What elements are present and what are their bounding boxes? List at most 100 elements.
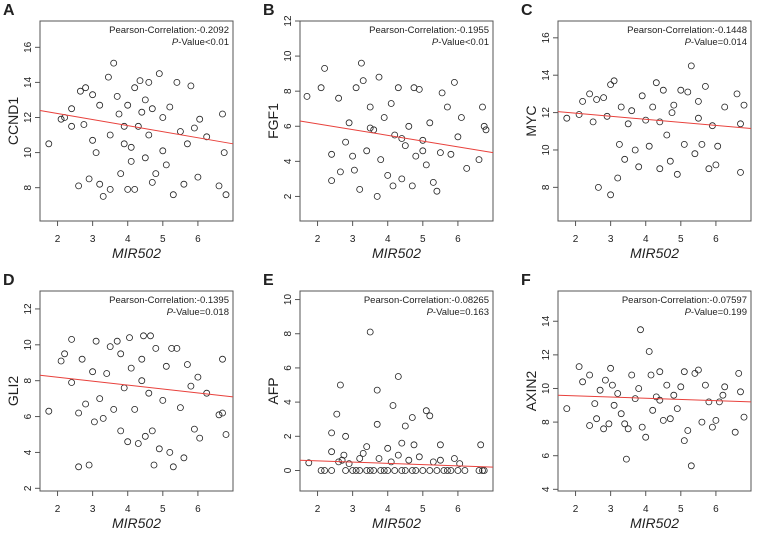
data-point (586, 422, 593, 429)
x-tick-label: 6 (195, 234, 201, 245)
x-tick-label: 5 (420, 234, 426, 245)
data-point (614, 174, 622, 182)
data-point (586, 90, 593, 98)
panel-b: B 2 3 4 5 6 2 4 6 8 10 12 FGF1 MIR502 Pearson-Correlat… (260, 0, 520, 265)
y-tick-label: 2 (283, 193, 294, 199)
x-tick-label: 3 (608, 504, 614, 515)
y-tick-label: 8 (23, 377, 34, 383)
data-point (75, 182, 82, 190)
data-point (635, 385, 643, 392)
p-value-label: P-Value=0.018 (167, 307, 229, 318)
x-axis-label: MIR502 (112, 515, 161, 531)
data-point (389, 402, 397, 409)
data-point (150, 461, 158, 469)
data-point (426, 119, 434, 127)
data-point (152, 345, 160, 352)
p-value-label: P-Value=0.163 (427, 307, 489, 318)
data-point (349, 152, 356, 160)
p-value-text: -Value<0.01 (178, 37, 229, 48)
data-point (616, 140, 623, 148)
data-point (370, 467, 378, 474)
x-tick-label: 6 (713, 504, 719, 515)
pearson-correlation-label: Pearson-Correlation:-0.08265 (364, 295, 489, 306)
data-point (737, 120, 744, 128)
data-point (624, 425, 632, 433)
data-point (670, 391, 678, 399)
y-axis-label: AFP (265, 377, 281, 404)
data-point (579, 98, 586, 105)
data-point (140, 332, 147, 340)
data-point (303, 93, 311, 100)
data-point (398, 467, 406, 474)
data-point (352, 467, 360, 474)
data-point (705, 398, 713, 406)
data-point (607, 364, 614, 372)
data-point (222, 431, 230, 438)
data-point (375, 73, 383, 81)
data-point (148, 427, 156, 435)
data-point (89, 136, 96, 144)
data-point (215, 182, 223, 190)
data-point (222, 191, 230, 199)
data-point (356, 455, 364, 462)
data-point (359, 449, 367, 457)
p-value-text: -Value=0.163 (433, 307, 489, 318)
data-point (115, 110, 123, 118)
y-tick-label: 10 (283, 294, 294, 306)
data-point (99, 192, 107, 200)
data-point (124, 185, 132, 193)
data-point (148, 105, 156, 113)
data-point (450, 455, 458, 462)
data-point (482, 126, 490, 134)
data-point (621, 420, 629, 428)
data-point (701, 381, 709, 389)
data-point (352, 84, 360, 92)
data-point (96, 395, 104, 403)
data-point (389, 182, 397, 190)
data-point (391, 467, 399, 474)
data-point (106, 185, 114, 193)
data-point (410, 441, 418, 449)
data-point (443, 103, 451, 111)
p-value-prefix: P (167, 307, 174, 318)
x-tick-label: 3 (90, 234, 96, 245)
data-point (668, 109, 676, 116)
data-point (373, 386, 381, 394)
data-point (99, 414, 107, 422)
data-point (609, 381, 616, 389)
p-value-text: -Value=0.199 (691, 307, 747, 318)
y-axis-label: MYC (523, 105, 539, 136)
data-point (356, 185, 364, 193)
data-point (387, 100, 395, 107)
x-tick-label: 4 (643, 504, 649, 515)
x-tick-label: 6 (713, 234, 719, 245)
y-tick-label: 0 (283, 467, 294, 473)
scatter-plot-axin2: F 2 3 4 5 6 4 6 8 10 12 14 AXIN2 MIR502 Pearson-Correl… (521, 272, 752, 531)
x-tick-label: 3 (608, 234, 614, 245)
data-point (91, 418, 98, 426)
data-point (656, 396, 664, 404)
data-point (721, 383, 729, 391)
data-point (126, 334, 133, 341)
x-tick-label: 5 (678, 234, 684, 245)
data-point (328, 177, 335, 185)
data-point (656, 368, 664, 376)
data-point (159, 396, 167, 404)
data-point (602, 376, 609, 384)
data-point (691, 150, 699, 158)
data-point (106, 343, 114, 350)
data-point (705, 165, 713, 173)
data-point (363, 467, 371, 474)
x-tick-label: 6 (195, 504, 201, 515)
x-tick-label: 5 (420, 504, 426, 515)
data-point (477, 441, 485, 449)
data-point (166, 448, 174, 456)
data-point (321, 65, 328, 72)
data-point (190, 425, 198, 433)
data-point (196, 434, 204, 442)
data-point (408, 414, 416, 421)
y-tick-label: 8 (283, 88, 294, 94)
plot-frame (299, 290, 494, 492)
data-point (96, 101, 104, 109)
panel-a: A 2 3 4 5 6 8 10 12 14 16 CCND1 MIR502 Pearson-Correl… (0, 0, 260, 265)
